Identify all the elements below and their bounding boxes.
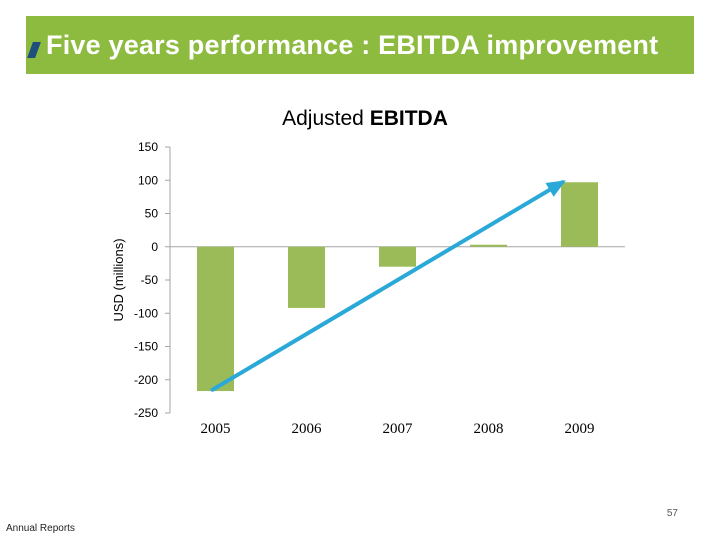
slide-title: Five years performance : EBITDA improvem… <box>46 30 659 60</box>
chart-title: Adjusted EBITDA <box>282 107 448 130</box>
bar-2006 <box>288 246 325 308</box>
bar-2007 <box>379 246 416 267</box>
page-number: 57 <box>666 508 678 519</box>
x-tick-label: 2007 <box>383 421 414 437</box>
y-tick-label: -250 <box>134 406 158 420</box>
y-tick-label: 100 <box>138 173 158 187</box>
y-tick-label: 0 <box>151 240 158 254</box>
y-tick-label: -100 <box>134 306 158 320</box>
y-tick-label: -50 <box>141 273 159 287</box>
x-tick-label: 2005 <box>201 421 231 437</box>
chart-title-plain: Adjusted <box>282 107 370 130</box>
footer-source: Annual Reports <box>6 523 75 534</box>
y-tick-label: 50 <box>145 207 159 221</box>
header-band <box>26 16 694 74</box>
slide-header: Five years performance : EBITDA improvem… <box>0 0 720 90</box>
y-axis-label: USD (millions) <box>111 238 126 321</box>
x-tick-label: 2008 <box>474 421 504 437</box>
y-tick-label: -150 <box>134 340 158 354</box>
x-tick-label: 2009 <box>565 421 595 437</box>
trend-arrow-line <box>210 180 565 392</box>
bar-2005 <box>197 246 234 392</box>
chart-title-bold: EBITDA <box>370 107 448 130</box>
trend-arrow-head <box>545 180 566 197</box>
bar-2008 <box>470 244 507 247</box>
y-tick-label: -200 <box>134 373 158 387</box>
bar-2009 <box>561 182 598 247</box>
y-tick-label: 150 <box>138 140 158 154</box>
x-tick-label: 2006 <box>292 421 323 437</box>
